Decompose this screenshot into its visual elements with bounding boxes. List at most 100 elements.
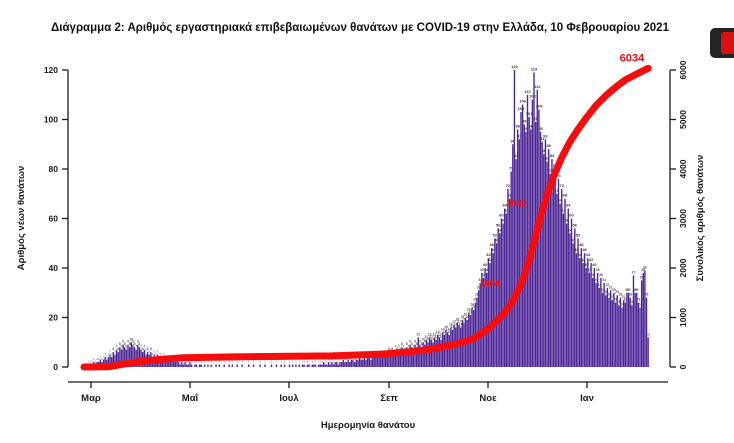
bar xyxy=(117,352,119,367)
bar-value-label: 2 xyxy=(98,357,100,361)
bar-value-label: 7 xyxy=(398,345,400,349)
bar-value-label: 25 xyxy=(630,300,634,304)
bar-value-label: 35 xyxy=(640,275,644,279)
bar xyxy=(340,362,343,367)
bar xyxy=(420,347,423,367)
bar xyxy=(446,332,449,367)
bar xyxy=(606,287,609,367)
bar xyxy=(321,364,323,367)
bar xyxy=(308,364,310,367)
bar-value-label: 46 xyxy=(491,247,496,252)
bar-value-label: 26 xyxy=(623,298,627,302)
bar xyxy=(510,171,512,367)
bar xyxy=(367,357,369,367)
bar-value-label: 22 xyxy=(467,308,471,312)
bar-value-label: 91 xyxy=(540,136,545,141)
bar-value-label: 104 xyxy=(536,104,543,109)
corner-badge-icon[interactable] xyxy=(710,28,734,58)
bar xyxy=(533,72,535,367)
bar-value-label: 40 xyxy=(584,262,589,267)
bar-value-label: 6 xyxy=(142,347,144,351)
bar xyxy=(295,364,297,367)
bar xyxy=(270,364,273,367)
bar-value-label: 56 xyxy=(573,222,578,227)
bar xyxy=(313,364,315,367)
bar xyxy=(585,268,587,367)
bar xyxy=(259,364,261,367)
bar xyxy=(161,359,163,367)
bar xyxy=(402,349,405,367)
bar-value-label: 1 xyxy=(271,360,273,364)
bar-value-label: 1 xyxy=(204,360,206,364)
bar-value-label: 4 xyxy=(108,352,110,356)
bar-value-label: 1 xyxy=(315,360,317,364)
bar xyxy=(391,352,393,367)
bar xyxy=(138,347,141,367)
bar-value-label: 3 xyxy=(106,355,108,359)
bar-value-label: 6 xyxy=(388,347,390,351)
bar xyxy=(107,357,110,367)
bar xyxy=(525,131,527,367)
bar xyxy=(132,344,134,367)
bar xyxy=(440,339,442,367)
bar-value-label: 7 xyxy=(121,345,123,349)
bar xyxy=(539,131,542,367)
bar-value-label: 19 xyxy=(460,315,464,319)
bar xyxy=(518,139,521,367)
bar xyxy=(350,359,353,367)
bar xyxy=(632,275,635,367)
bar-value-label: 9 xyxy=(419,340,421,344)
bar xyxy=(120,349,123,367)
bar-value-label: 6 xyxy=(112,347,114,351)
bar-value-label: 1 xyxy=(186,360,188,364)
bar-value-label: 44 xyxy=(586,252,591,257)
bar-value-label: 36 xyxy=(591,273,595,277)
bar xyxy=(353,362,356,367)
bar-value-label: 14 xyxy=(446,327,450,331)
bar-value-label: 1 xyxy=(295,360,297,364)
bar xyxy=(549,173,552,367)
bar xyxy=(626,292,628,367)
bar xyxy=(608,297,610,367)
bar-value-label: 29 xyxy=(615,290,619,294)
bar xyxy=(314,364,317,367)
bar xyxy=(332,364,335,367)
bar-value-label: 50 xyxy=(571,237,576,242)
bar xyxy=(186,364,188,367)
bar-value-label: 1 xyxy=(302,360,304,364)
bar-value-label: 88 xyxy=(546,143,551,148)
bar-value-label: 31 xyxy=(477,285,481,289)
y-left-tick-label: 60 xyxy=(49,214,59,224)
bar xyxy=(358,357,361,367)
bar xyxy=(644,270,646,367)
bar-value-label: 1 xyxy=(298,360,300,364)
bar xyxy=(318,364,320,367)
bar-value-label: 40 xyxy=(483,262,488,267)
bar xyxy=(195,364,198,367)
y-left-tick-label: 120 xyxy=(44,65,58,75)
bar xyxy=(484,268,486,367)
bar-value-label: 15 xyxy=(444,325,448,329)
bar-value-label: 25 xyxy=(617,300,621,304)
bar-value-label: 8 xyxy=(124,342,126,346)
bar xyxy=(236,364,238,367)
bar xyxy=(247,364,250,367)
bar xyxy=(109,354,111,367)
bar-value-label: 1 xyxy=(207,360,209,364)
bar-value-label: 8 xyxy=(411,342,413,346)
bar-value-label: 6 xyxy=(150,347,152,351)
bar-value-label: 26 xyxy=(473,298,477,302)
bar xyxy=(512,144,514,367)
bar xyxy=(433,337,436,367)
bar-value-label: 12 xyxy=(433,332,437,336)
bar xyxy=(543,154,545,367)
bar-value-label: 48 xyxy=(489,242,494,247)
bar xyxy=(544,139,547,367)
bar-value-label: 9 xyxy=(409,340,411,344)
bar xyxy=(399,352,402,367)
bar-value-label: 83 xyxy=(545,156,550,161)
bar-value-label: 11 xyxy=(439,335,443,339)
bar xyxy=(283,364,286,367)
bar-value-label: 32 xyxy=(597,283,601,287)
bar xyxy=(622,300,625,367)
